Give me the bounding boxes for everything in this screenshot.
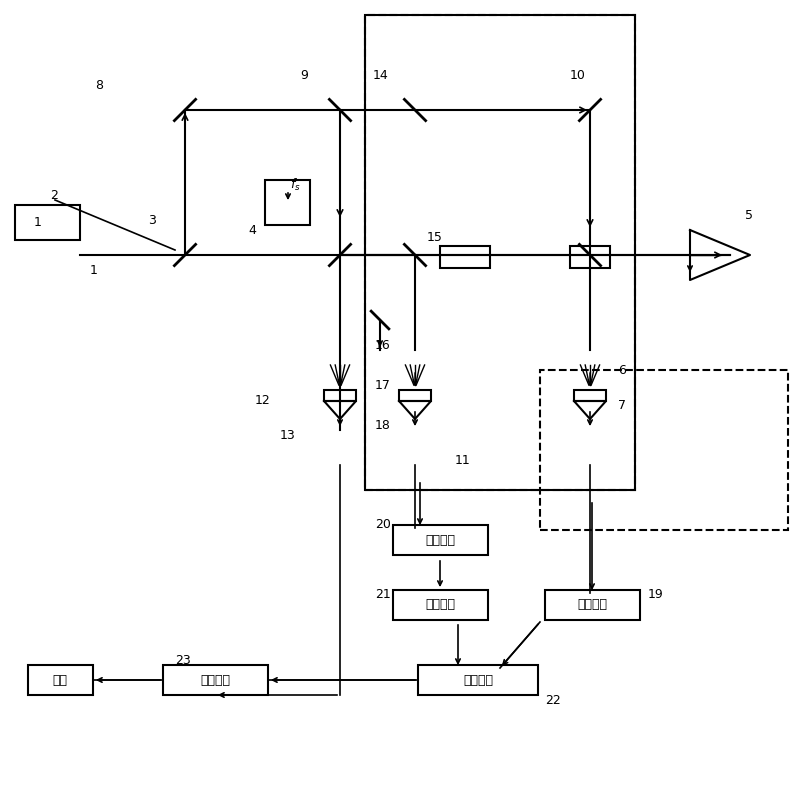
Bar xyxy=(15,205,80,240)
Text: 4: 4 xyxy=(248,224,256,237)
Text: 10: 10 xyxy=(570,68,586,82)
Text: 5: 5 xyxy=(745,209,753,221)
Text: 加权运算: 加权运算 xyxy=(425,598,455,611)
Bar xyxy=(418,665,538,695)
Bar xyxy=(393,525,488,555)
Text: 11: 11 xyxy=(455,453,470,467)
Bar xyxy=(540,370,788,530)
Text: 移相部分: 移相部分 xyxy=(425,534,455,546)
Text: 加法运算: 加法运算 xyxy=(463,674,493,686)
Bar xyxy=(574,390,606,401)
Bar xyxy=(399,390,431,401)
Text: 9: 9 xyxy=(300,68,308,82)
Text: 输出: 输出 xyxy=(53,674,67,686)
Text: 18: 18 xyxy=(375,419,391,431)
Text: 14: 14 xyxy=(373,68,389,82)
Bar xyxy=(365,15,635,490)
Text: 15: 15 xyxy=(427,231,443,243)
Text: 加权运算: 加权运算 xyxy=(577,598,607,611)
Bar xyxy=(324,390,356,401)
Text: 2: 2 xyxy=(50,189,58,201)
Bar xyxy=(365,15,635,490)
Text: 13: 13 xyxy=(280,428,296,442)
Text: 7: 7 xyxy=(618,398,626,412)
Bar xyxy=(393,590,488,620)
Bar xyxy=(28,665,93,695)
Text: $f_s$: $f_s$ xyxy=(290,177,300,193)
Bar xyxy=(570,246,610,268)
Text: 相位比较: 相位比较 xyxy=(200,674,230,686)
Text: 17: 17 xyxy=(375,379,391,391)
Text: 1: 1 xyxy=(34,216,42,228)
Text: 3: 3 xyxy=(148,213,156,227)
Bar xyxy=(545,590,640,620)
Text: 8: 8 xyxy=(95,79,103,91)
Text: 1: 1 xyxy=(90,264,98,276)
Text: 22: 22 xyxy=(545,693,561,707)
Text: 6: 6 xyxy=(618,364,626,376)
Bar xyxy=(163,665,268,695)
Bar xyxy=(440,246,490,268)
Text: 16: 16 xyxy=(375,338,390,352)
Text: 23: 23 xyxy=(175,653,190,667)
Text: 12: 12 xyxy=(255,394,270,407)
Text: 21: 21 xyxy=(375,589,390,601)
Text: 19: 19 xyxy=(648,589,664,601)
Text: 20: 20 xyxy=(375,519,391,531)
Bar xyxy=(265,180,310,225)
